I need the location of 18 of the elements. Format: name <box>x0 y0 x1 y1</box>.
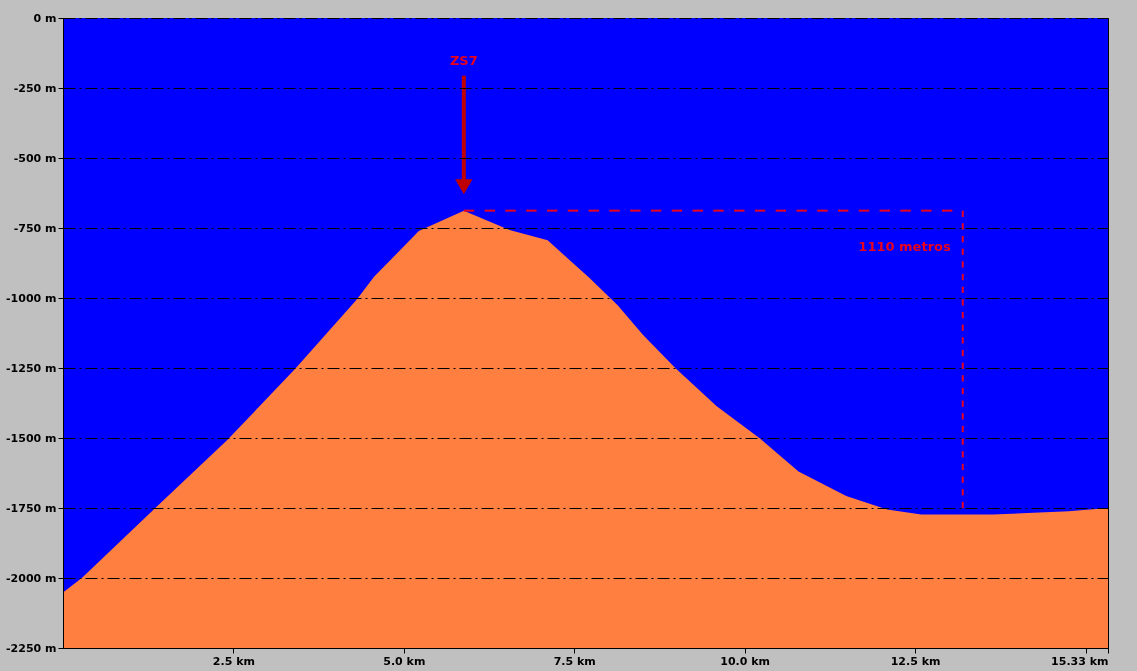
y-tick-label: -500 m <box>13 151 57 165</box>
y-tick-label: -2000 m <box>6 571 57 585</box>
y-tick-label: -1250 m <box>6 361 57 375</box>
y-tick-label: -1000 m <box>6 291 57 305</box>
x-tick-label: 7.5 km <box>553 654 596 668</box>
y-tick-label: -2250 m <box>6 641 57 655</box>
annotation: ZS7 <box>449 52 478 68</box>
y-tick-label: -750 m <box>13 221 57 235</box>
x-tick-label: 2.5 km <box>212 654 255 668</box>
x-tick-label: 5.0 km <box>383 654 426 668</box>
y-tick-label: -1500 m <box>6 431 57 445</box>
y-tick-label: -250 m <box>13 81 57 95</box>
annotation: 1110 metros <box>858 238 951 254</box>
x-tick-label: 10.0 km <box>720 654 771 668</box>
y-tick-label: -1750 m <box>6 501 57 515</box>
y-tick-label: 0 m <box>33 11 57 25</box>
x-tick-label: 12.5 km <box>890 654 941 668</box>
x-tick-label: 15.33 km <box>1051 654 1109 668</box>
